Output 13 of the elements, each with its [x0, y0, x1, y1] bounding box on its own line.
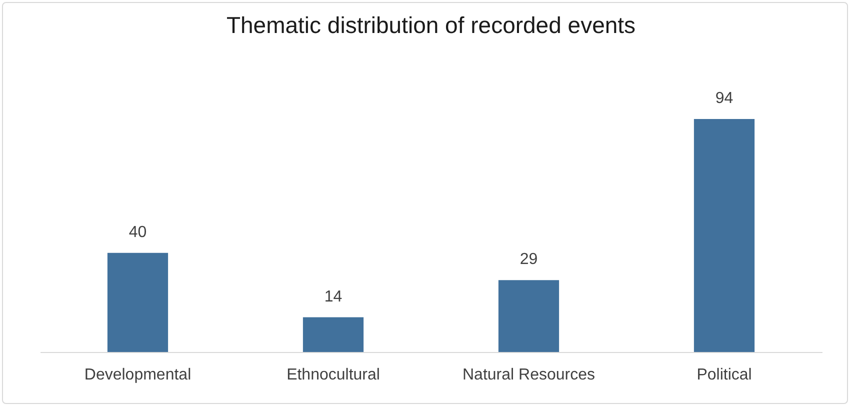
x-tick-label: Political — [696, 366, 752, 384]
bar — [107, 252, 168, 352]
x-tick-label: Natural Resources — [462, 366, 595, 384]
data-label: 94 — [715, 90, 734, 107]
data-label: 40 — [128, 224, 147, 241]
bar — [302, 317, 364, 352]
chart-title: Thematic distribution of recorded events — [226, 12, 636, 38]
data-label: 14 — [324, 288, 342, 306]
bar — [498, 280, 560, 352]
bar — [694, 119, 755, 352]
x-tick-label: Developmental — [84, 366, 192, 384]
x-tick-label: Ethnocultural — [286, 366, 380, 384]
data-label: 29 — [520, 251, 538, 268]
